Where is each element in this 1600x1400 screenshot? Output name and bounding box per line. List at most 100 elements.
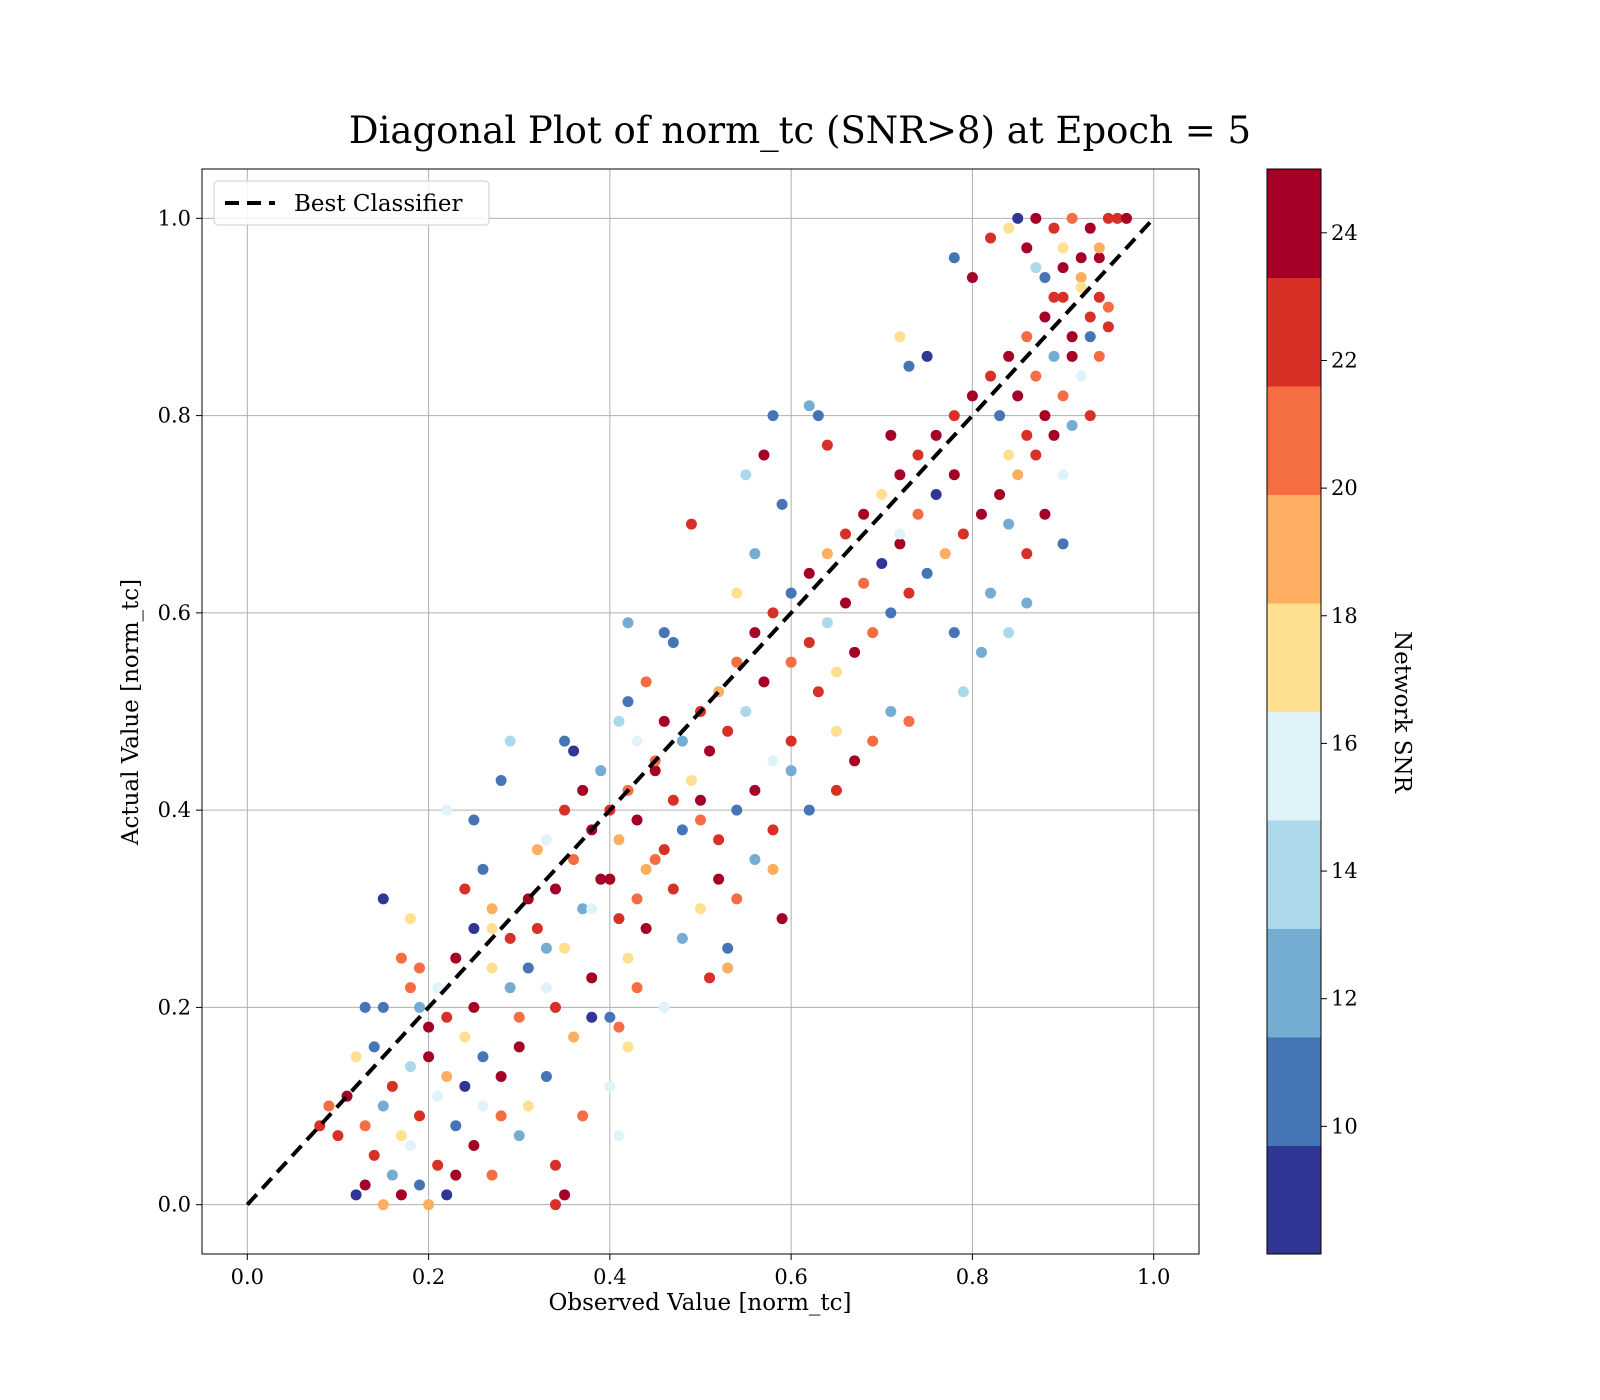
- colorbar-tick-label: 20: [1331, 476, 1358, 500]
- data-point: [749, 548, 761, 560]
- data-point: [903, 360, 915, 372]
- data-point: [577, 903, 589, 915]
- data-point: [450, 1169, 462, 1181]
- data-point: [549, 883, 561, 895]
- data-point: [676, 824, 688, 836]
- data-point: [994, 489, 1006, 500]
- data-point: [1012, 469, 1024, 481]
- data-point: [468, 1001, 480, 1013]
- data-point: [1003, 627, 1015, 639]
- chart-title: Diagonal Plot of norm_tc (SNR>8) at Epoc…: [349, 109, 1251, 153]
- data-point: [1066, 212, 1078, 224]
- colorbar-segment: [1267, 603, 1321, 712]
- data-point: [1057, 538, 1069, 550]
- data-point: [450, 1120, 462, 1132]
- data-point: [722, 942, 734, 954]
- data-point: [731, 587, 743, 599]
- data-point: [713, 834, 725, 846]
- data-point: [785, 765, 797, 777]
- data-point: [975, 508, 987, 520]
- x-tick-label: 0.8: [956, 1265, 989, 1289]
- data-point: [631, 982, 643, 994]
- data-point: [767, 607, 779, 619]
- data-point: [830, 725, 842, 737]
- data-point: [1039, 410, 1051, 422]
- data-point: [477, 863, 489, 875]
- data-point: [758, 449, 770, 461]
- data-point: [830, 784, 842, 796]
- data-point: [840, 528, 852, 540]
- data-point: [776, 498, 788, 510]
- data-point: [414, 1001, 426, 1013]
- data-point: [423, 1199, 435, 1211]
- colorbar-frame: [1266, 168, 1322, 1255]
- data-point: [613, 1021, 625, 1033]
- data-point: [821, 617, 833, 629]
- data-point: [540, 942, 552, 954]
- data-point: [867, 627, 879, 639]
- data-point: [377, 1100, 389, 1112]
- data-point: [377, 1001, 389, 1013]
- colorbar: 10 12 14 16 18 20 22 24: [1266, 168, 1358, 1255]
- colorbar-tick-label: 14: [1331, 859, 1358, 883]
- data-point: [948, 410, 960, 422]
- data-point: [404, 1140, 416, 1151]
- data-point: [1057, 262, 1069, 274]
- data-point: [441, 1189, 453, 1201]
- data-point: [586, 972, 598, 984]
- data-point: [513, 1011, 525, 1023]
- data-point: [640, 923, 652, 934]
- data-point: [1075, 281, 1087, 293]
- data-point: [948, 627, 960, 639]
- data-point: [568, 745, 580, 757]
- data-point: [613, 913, 625, 925]
- colorbar-tick-label: 24: [1331, 221, 1358, 245]
- x-tick-label: 1.0: [1137, 1265, 1170, 1289]
- data-point: [423, 1051, 435, 1063]
- data-point: [731, 656, 743, 668]
- data-point: [1021, 429, 1033, 441]
- data-point: [631, 735, 643, 747]
- data-point: [912, 449, 924, 461]
- data-point: [966, 390, 978, 402]
- data-point: [386, 1169, 398, 1181]
- data-point: [704, 745, 716, 757]
- data-point: [1066, 331, 1078, 343]
- x-axis-label: Observed Value [norm_tc]: [549, 1290, 852, 1316]
- data-point: [767, 755, 779, 767]
- data-point: [1003, 518, 1015, 530]
- data-point: [450, 952, 462, 964]
- data-point: [930, 429, 942, 441]
- data-point: [1021, 597, 1033, 609]
- data-point: [658, 1001, 670, 1013]
- colorbar-segment: [1267, 1037, 1321, 1146]
- data-point: [604, 1080, 616, 1092]
- data-point: [1075, 272, 1087, 283]
- data-point: [903, 587, 915, 599]
- data-point: [1048, 429, 1060, 441]
- data-point: [604, 873, 616, 885]
- data-point: [386, 1080, 398, 1092]
- data-point: [821, 548, 833, 560]
- data-point: [1084, 222, 1096, 234]
- data-point: [948, 469, 960, 481]
- data-point: [740, 706, 752, 717]
- data-point: [731, 804, 743, 816]
- data-point: [812, 686, 824, 698]
- data-point: [631, 893, 643, 905]
- data-point: [1039, 272, 1051, 283]
- data-point: [432, 1090, 444, 1102]
- data-point: [613, 834, 625, 846]
- data-point: [631, 814, 643, 826]
- data-point: [368, 1149, 380, 1161]
- data-point: [568, 1031, 580, 1043]
- colorbar-segment: [1267, 494, 1321, 604]
- data-point: [477, 1051, 489, 1063]
- y-tick-label: 0.2: [158, 995, 191, 1019]
- data-point: [1039, 311, 1051, 323]
- data-point: [404, 982, 416, 994]
- data-point: [1120, 212, 1132, 224]
- x-tick-label: 0.0: [231, 1265, 264, 1289]
- colorbar-tick-label: 22: [1331, 348, 1358, 372]
